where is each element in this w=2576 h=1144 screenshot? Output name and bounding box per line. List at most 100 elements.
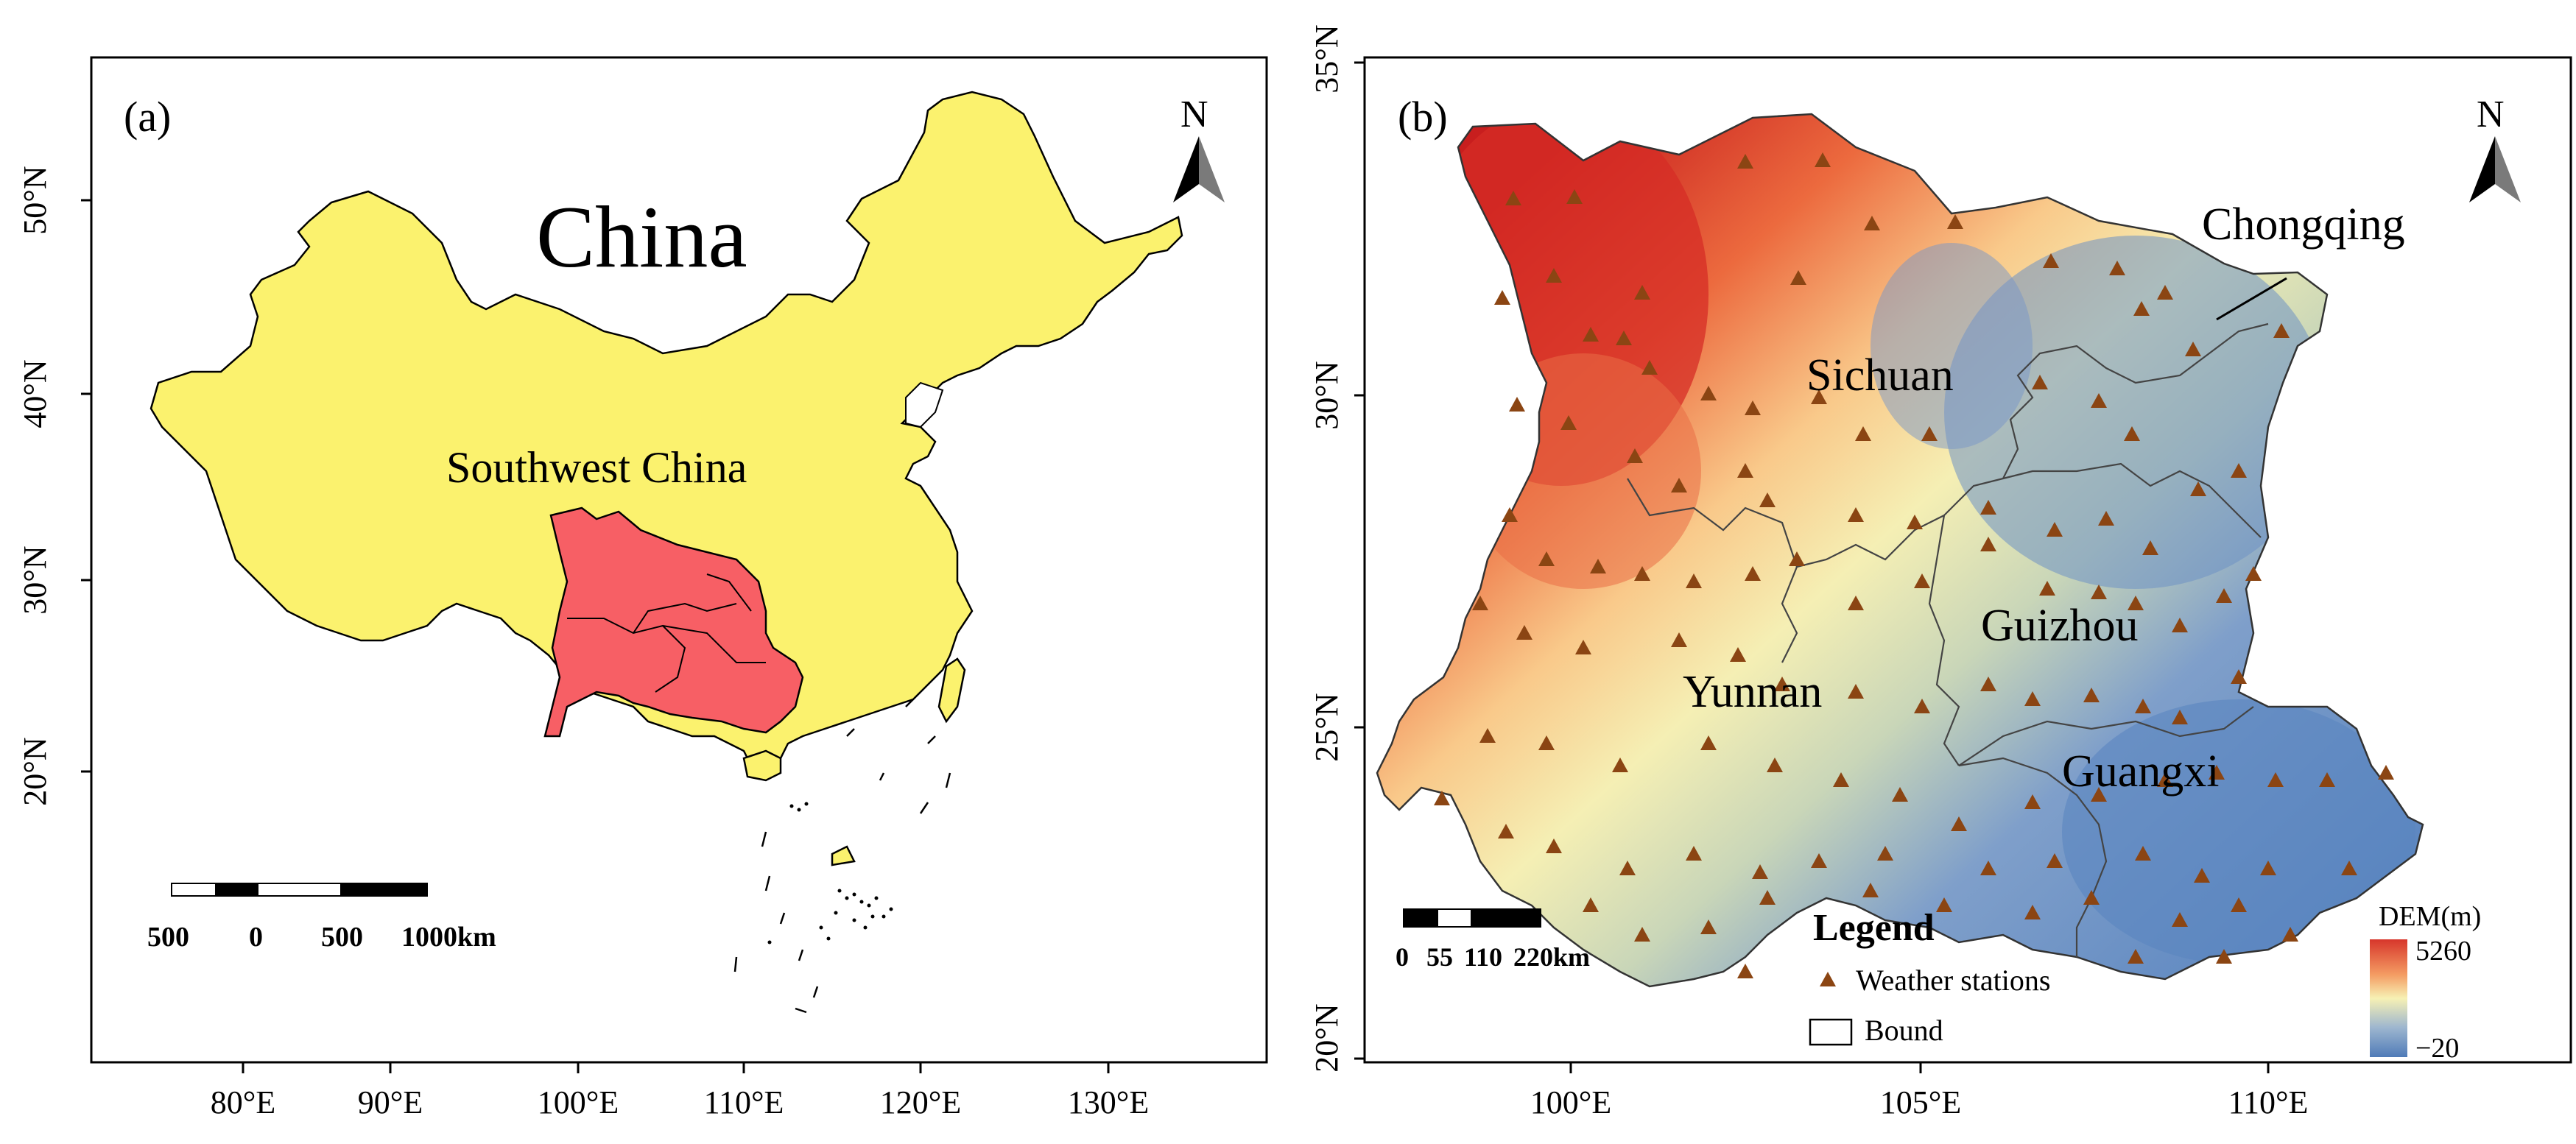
svg-text:55: 55 xyxy=(1426,942,1453,972)
weather-station-marker xyxy=(2091,787,2107,802)
svg-text:20°N: 20°N xyxy=(17,737,53,805)
weather-station-marker xyxy=(1951,816,1967,831)
weather-station-marker xyxy=(1848,507,1864,522)
weather-station-marker xyxy=(1752,864,1768,879)
svg-text:500: 500 xyxy=(147,922,189,953)
weather-station-marker xyxy=(1686,573,1702,588)
weather-station-marker xyxy=(1583,327,1599,342)
taiwan-island xyxy=(937,657,966,724)
weather-station-marker xyxy=(1855,426,1871,441)
svg-text:90°E: 90°E xyxy=(358,1084,423,1120)
svg-text:130°E: 130°E xyxy=(1068,1084,1149,1120)
legend-bound-label: Bound xyxy=(1865,1014,1943,1047)
legend-bound-symbol xyxy=(1809,1018,1853,1046)
svg-text:30°N: 30°N xyxy=(17,545,53,614)
panel-b-legend: Legend Weather stations Bound xyxy=(1809,907,2050,1047)
panel-b-scale-bar: 0 55 110 220km xyxy=(1396,908,1590,972)
weather-station-marker xyxy=(1612,758,1628,772)
svg-text:50°N: 50°N xyxy=(17,166,53,234)
panel-a-label: (a) xyxy=(124,93,171,141)
weather-station-marker xyxy=(1505,191,1521,205)
svg-text:80°E: 80°E xyxy=(211,1084,275,1120)
weather-station-marker xyxy=(1848,684,1864,699)
weather-station-marker xyxy=(1502,507,1518,522)
hainan-island xyxy=(742,749,782,782)
weather-station-marker xyxy=(1980,677,1996,691)
legend-title: Legend xyxy=(1813,907,1935,949)
weather-station-marker xyxy=(2043,253,2059,268)
weather-station-marker xyxy=(1759,492,1776,507)
southwest-china-region xyxy=(543,506,804,738)
svg-text:110°E: 110°E xyxy=(2228,1084,2309,1120)
panel-b-y-axis: 35°N 30°N 25°N 20°N xyxy=(1309,24,1365,1073)
svg-text:100°E: 100°E xyxy=(538,1084,619,1120)
weather-station-marker xyxy=(2083,688,2100,702)
weather-station-marker xyxy=(1737,154,1753,169)
svg-text:30°N: 30°N xyxy=(1309,361,1345,429)
weather-station-marker xyxy=(1634,285,1650,300)
legend-station-symbol xyxy=(1820,972,1836,986)
weather-station-marker xyxy=(1516,625,1532,640)
svg-text:105°E: 105°E xyxy=(1880,1084,1961,1120)
svg-text:20°N: 20°N xyxy=(1309,1003,1345,1072)
weather-station-marker xyxy=(1575,640,1591,654)
weather-station-marker xyxy=(1815,152,1831,167)
panel-b-province-borders xyxy=(1627,322,2269,957)
dem-color-ramp: DEM(m) 5260 −20 xyxy=(2370,901,2481,1064)
weather-station-marker xyxy=(1745,400,1761,415)
weather-station-marker xyxy=(2091,585,2107,599)
weather-station-marker xyxy=(1590,559,1606,573)
weather-station-marker xyxy=(1980,500,1996,515)
weather-station-marker xyxy=(1862,883,1879,897)
svg-text:120°E: 120°E xyxy=(880,1084,961,1120)
weather-station-marker xyxy=(1914,699,1930,713)
weather-station-marker xyxy=(2185,342,2201,356)
weather-station-marker xyxy=(2378,765,2394,780)
weather-station-marker xyxy=(1498,824,1514,838)
weather-station-marker xyxy=(2190,481,2206,496)
weather-station-marker xyxy=(2245,566,2262,581)
weather-station-marker xyxy=(2194,868,2210,883)
panel-b-north-arrow: N xyxy=(2469,93,2521,202)
weather-station-marker xyxy=(1737,463,1753,478)
weather-station-marker xyxy=(2319,772,2335,787)
weather-stations xyxy=(1434,152,2394,978)
weather-station-marker xyxy=(1538,735,1555,750)
southwest-outline xyxy=(1376,113,2424,988)
weather-station-marker xyxy=(1494,290,1510,305)
weather-station-marker xyxy=(1848,596,1864,610)
weather-station-marker xyxy=(1700,919,1717,934)
weather-station-marker xyxy=(1619,861,1636,875)
weather-station-marker xyxy=(1479,728,1496,743)
svg-text:35°N: 35°N xyxy=(1309,24,1345,93)
weather-station-marker xyxy=(1811,853,1827,868)
weather-station-marker xyxy=(1566,189,1583,204)
weather-station-marker xyxy=(1641,360,1658,375)
weather-station-marker xyxy=(2209,765,2225,780)
weather-station-marker xyxy=(1538,551,1555,566)
weather-station-marker xyxy=(2142,540,2158,555)
weather-station-marker xyxy=(2172,710,2188,724)
weather-station-marker xyxy=(2124,426,2140,441)
panel-b-x-axis: 100°E 105°E 110°E xyxy=(1530,1062,2309,1120)
weather-station-marker xyxy=(1546,268,1562,283)
weather-station-marker xyxy=(1434,791,1450,805)
svg-text:100°E: 100°E xyxy=(1530,1084,1611,1120)
weather-station-marker xyxy=(2032,375,2048,389)
weather-station-marker xyxy=(2047,522,2063,537)
weather-station-marker xyxy=(1864,216,1880,230)
weather-station-marker xyxy=(2128,596,2144,610)
bohai-bay xyxy=(905,381,944,428)
weather-station-marker xyxy=(1737,964,1753,978)
weather-station-marker xyxy=(1616,331,1632,345)
svg-text:500: 500 xyxy=(321,922,363,953)
weather-station-marker xyxy=(2341,861,2357,875)
weather-station-marker xyxy=(1583,897,1599,912)
weather-station-marker xyxy=(2133,301,2150,316)
weather-station-marker xyxy=(1686,846,1702,861)
weather-station-marker xyxy=(2135,846,2151,861)
panel-a-north-arrow: N xyxy=(1173,93,1225,202)
weather-station-marker xyxy=(1877,846,1893,861)
panel-b-frame xyxy=(1363,56,2572,1064)
spratly-dots xyxy=(767,802,893,944)
